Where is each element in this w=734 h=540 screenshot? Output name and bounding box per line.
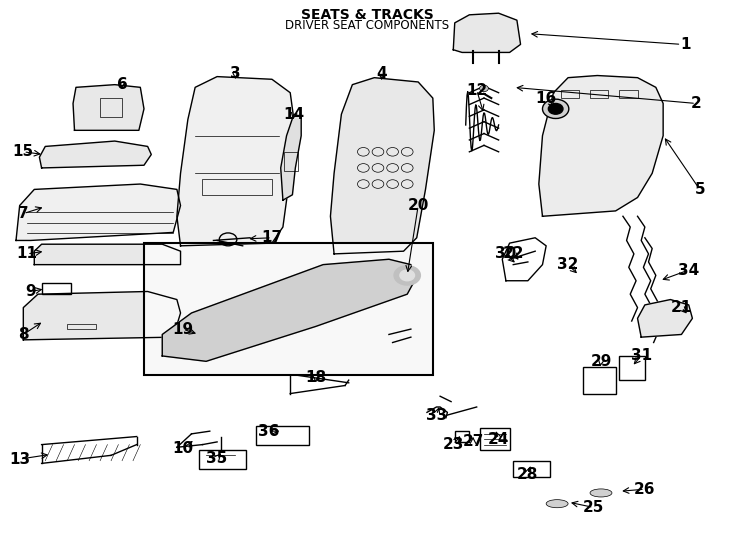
Polygon shape	[34, 244, 181, 265]
Text: 7: 7	[18, 206, 29, 221]
Polygon shape	[177, 77, 294, 246]
Text: 6: 6	[117, 77, 128, 92]
Text: 32: 32	[557, 257, 579, 272]
Polygon shape	[16, 184, 181, 240]
Text: 22: 22	[503, 246, 524, 261]
Text: 33: 33	[426, 408, 447, 422]
Polygon shape	[73, 85, 144, 130]
Text: 18: 18	[305, 370, 327, 385]
Text: 13: 13	[9, 451, 30, 467]
Circle shape	[479, 85, 488, 92]
Text: 31: 31	[631, 348, 652, 363]
Text: 23: 23	[443, 437, 464, 452]
Text: 16: 16	[536, 91, 557, 106]
Text: 3: 3	[230, 66, 241, 82]
Text: 29: 29	[590, 354, 611, 369]
Ellipse shape	[590, 489, 612, 497]
Text: 20: 20	[407, 198, 429, 213]
Bar	[144, 243, 433, 375]
Text: 11: 11	[16, 246, 37, 261]
Text: 14: 14	[283, 107, 305, 122]
Text: 12: 12	[466, 83, 487, 98]
Polygon shape	[40, 141, 151, 168]
Text: 24: 24	[488, 431, 509, 447]
Text: 5: 5	[694, 182, 705, 197]
Text: 21: 21	[671, 300, 692, 315]
Circle shape	[394, 266, 421, 285]
Text: 9: 9	[26, 284, 36, 299]
Polygon shape	[330, 78, 435, 254]
Text: 30: 30	[495, 246, 517, 261]
Text: 19: 19	[172, 322, 193, 336]
Text: 26: 26	[634, 482, 655, 497]
Text: 35: 35	[206, 450, 228, 465]
Text: 1: 1	[680, 37, 691, 52]
Circle shape	[548, 104, 563, 114]
Text: 2: 2	[691, 96, 702, 111]
Polygon shape	[454, 13, 520, 52]
Text: 36: 36	[258, 424, 279, 438]
Polygon shape	[539, 76, 663, 217]
Polygon shape	[280, 114, 301, 200]
Text: SEATS & TRACKS: SEATS & TRACKS	[301, 8, 433, 22]
Text: 25: 25	[583, 500, 604, 515]
Circle shape	[542, 99, 569, 118]
Polygon shape	[638, 300, 692, 337]
Text: 15: 15	[12, 144, 34, 159]
Text: DRIVER SEAT COMPONENTS: DRIVER SEAT COMPONENTS	[285, 19, 449, 32]
Circle shape	[400, 270, 415, 281]
Text: 4: 4	[377, 66, 387, 82]
Text: 28: 28	[517, 467, 539, 482]
Text: 17: 17	[261, 230, 283, 245]
Ellipse shape	[546, 500, 568, 508]
Polygon shape	[23, 292, 181, 340]
Text: 27: 27	[462, 434, 484, 449]
Polygon shape	[162, 259, 415, 361]
Text: 10: 10	[172, 441, 193, 456]
Text: 34: 34	[678, 262, 700, 278]
Text: 8: 8	[18, 327, 29, 342]
